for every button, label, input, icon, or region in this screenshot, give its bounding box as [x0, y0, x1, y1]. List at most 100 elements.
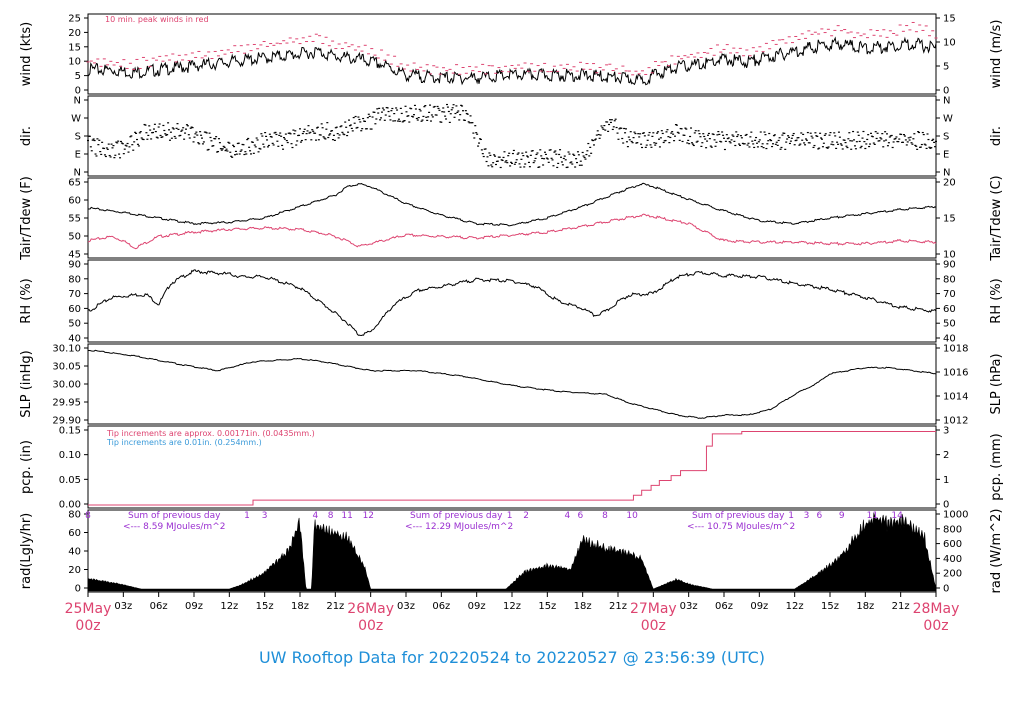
- panel-frame-pcp: [87, 425, 937, 509]
- solar-hour-mark: 4: [564, 511, 570, 521]
- left-tick-label-rh: 50: [68, 319, 81, 330]
- solar-note-title: Sum of previous day: [410, 511, 503, 521]
- left-tick-label-rh: 40: [68, 334, 81, 345]
- left-tick-label-pcp: 0.10: [59, 450, 81, 461]
- right-tick-label-temp: 20: [943, 178, 956, 189]
- right-tick-label-dir: W: [943, 114, 953, 125]
- time-tick-label: 03z: [397, 601, 415, 612]
- right-tick-label-slp: 1014: [943, 392, 968, 403]
- right-tick-label-rh: 50: [943, 319, 956, 330]
- right-tick-label-rad: 400: [943, 554, 962, 565]
- panel-frame-slp: [87, 343, 937, 425]
- pcp-note-1: Tip increments are approx. 0.00171in. (0…: [106, 429, 315, 438]
- day-label-z: 00z: [358, 618, 383, 634]
- right-tick-label-slp: 1016: [943, 368, 968, 379]
- right-tick-label-dir: S: [943, 132, 949, 143]
- panel-right-label-temp: Tair/Tdew (C): [989, 175, 1004, 261]
- left-tick-label-dir: E: [75, 150, 81, 161]
- solar-hour-mark: 3: [804, 511, 810, 521]
- tair-line: [88, 182, 937, 227]
- right-tick-label-wind: 15: [943, 14, 956, 25]
- time-tick-label: 06z: [150, 601, 168, 612]
- left-tick-label-wind: 20: [68, 28, 81, 39]
- left-tick-label-pcp: 0.15: [59, 426, 81, 437]
- time-tick-label: 21z: [892, 601, 910, 612]
- page-title: UW Rooftop Data for 20220524 to 20220527…: [258, 648, 766, 667]
- left-tick-label-rad: 40: [68, 547, 81, 558]
- panel-frame-rh: [87, 259, 937, 343]
- left-tick-label-dir: S: [75, 132, 81, 143]
- panel-left-label-wind: wind (kts): [19, 22, 34, 86]
- left-tick-label-temp: 65: [68, 178, 81, 189]
- left-tick-label-rh: 60: [68, 304, 81, 315]
- wind-note: 10 min. peak winds in red: [105, 15, 209, 24]
- solar-hour-mark: 8: [602, 511, 608, 521]
- right-tick-label-dir: E: [943, 150, 949, 161]
- solar-hour-mark: 6: [817, 511, 823, 521]
- solar-note-sum: <--- 12.29 MJoules/m^2: [405, 522, 513, 532]
- right-tick-label-wind: 10: [943, 38, 956, 49]
- left-tick-label-temp: 50: [68, 232, 81, 243]
- solar-hour-mark: 1: [507, 511, 513, 521]
- solar-hour-mark: 14: [891, 511, 903, 521]
- right-tick-label-rh: 90: [943, 260, 956, 271]
- solar-hour-mark: 3: [262, 511, 268, 521]
- left-tick-label-rh: 80: [68, 274, 81, 285]
- solar-hour-mark: 12: [363, 511, 374, 521]
- panel-right-label-slp: SLP (hPa): [989, 353, 1004, 414]
- right-tick-label-rh: 40: [943, 334, 956, 345]
- left-tick-label-rad: 80: [68, 510, 81, 521]
- left-tick-label-wind: 15: [68, 42, 81, 53]
- solar-note-title: Sum of previous day: [128, 511, 221, 521]
- panel-right-label-pcp: pcp. (mm): [989, 433, 1004, 500]
- time-tick-label: 12z: [503, 601, 521, 612]
- right-tick-label-slp: 1012: [943, 416, 968, 427]
- left-tick-label-dir: N: [74, 96, 81, 107]
- time-tick-label: 12z: [786, 601, 804, 612]
- right-tick-label-rad: 800: [943, 524, 962, 535]
- right-tick-label-pcp: 0: [943, 500, 949, 511]
- left-tick-label-temp: 60: [68, 196, 81, 207]
- panel-left-label-rad: rad(Lgly/hr): [19, 513, 34, 589]
- right-tick-label-pcp: 1: [943, 475, 949, 486]
- right-tick-label-pcp: 3: [943, 426, 949, 437]
- left-tick-label-slp: 29.90: [52, 416, 81, 427]
- right-tick-label-rad: 1000: [943, 510, 968, 521]
- right-tick-label-rh: 80: [943, 274, 956, 285]
- left-tick-label-temp: 55: [68, 214, 81, 225]
- right-tick-label-dir: N: [943, 168, 950, 179]
- panel-right-label-rad: rad (W/m^2): [989, 509, 1004, 594]
- solar-hour-mark: 11: [341, 511, 352, 521]
- wind-line: [87, 36, 937, 86]
- right-tick-label-pcp: 2: [943, 450, 949, 461]
- time-tick-label: 18z: [291, 601, 309, 612]
- day-label: 26May: [347, 601, 394, 617]
- panel-left-label-dir: dir.: [19, 126, 34, 146]
- left-tick-label-slp: 30.10: [52, 344, 81, 355]
- left-tick-label-rh: 90: [68, 260, 81, 271]
- right-tick-label-temp: 10: [943, 250, 956, 261]
- time-tick-label: 15z: [256, 601, 274, 612]
- solar-hour-mark: 2: [523, 511, 529, 521]
- day-label-z: 00z: [641, 618, 666, 634]
- solar-hour-mark: 1: [788, 511, 794, 521]
- panel-right-label-dir: dir.: [989, 126, 1004, 146]
- panel-frame-dir: [87, 95, 937, 177]
- time-tick-label: 09z: [468, 601, 486, 612]
- left-tick-label-dir: N: [74, 168, 81, 179]
- day-label-z: 00z: [75, 618, 100, 634]
- solar-hour-mark: 10: [626, 511, 638, 521]
- time-tick-label: 18z: [856, 601, 874, 612]
- pcp-note-2: Tip increments are 0.01in. (0.254mm.): [106, 438, 262, 447]
- left-tick-label-rad: 60: [68, 528, 81, 539]
- solar-hour-mark: 1: [244, 511, 250, 521]
- left-tick-label-rad: 0: [75, 584, 81, 595]
- time-tick-label: 03z: [680, 601, 698, 612]
- right-tick-label-rad: 200: [943, 569, 962, 580]
- day-label: 25May: [65, 601, 112, 617]
- right-tick-label-wind: 0: [943, 86, 949, 97]
- left-tick-label-pcp: 0.00: [59, 500, 81, 511]
- right-tick-label-rad: 0: [943, 584, 949, 595]
